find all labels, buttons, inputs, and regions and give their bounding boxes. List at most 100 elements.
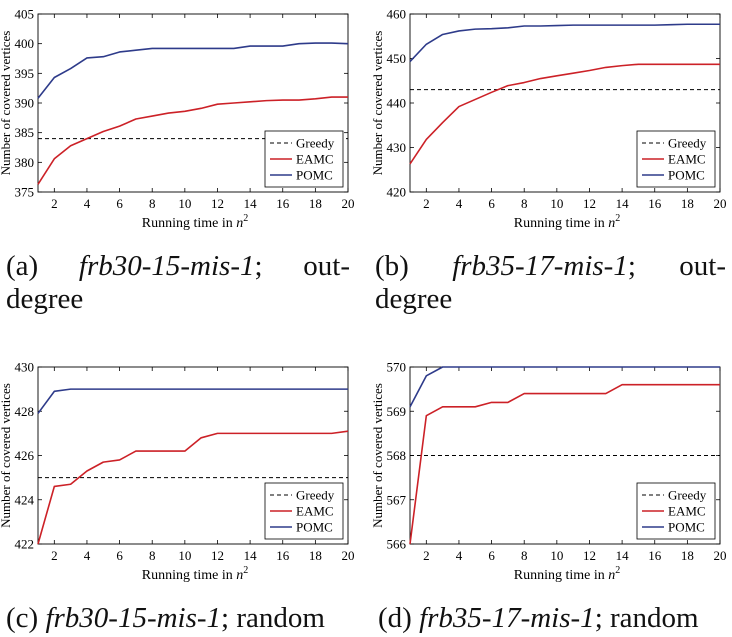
- caption-d-label: (d): [378, 602, 412, 634]
- caption-b: (b) frb35-17-mis-1; out- degree: [375, 250, 726, 316]
- caption-a-sep: ;: [254, 250, 263, 282]
- legend-label-eamc: EAMC: [668, 504, 706, 519]
- y-axis-label: Number of covered vertices: [0, 31, 13, 176]
- y-tick-label: 430: [15, 360, 35, 375]
- legend-label-eamc: EAMC: [296, 152, 334, 167]
- series-line-eamc: [409, 63, 720, 165]
- y-tick-label: 395: [15, 66, 35, 81]
- y-axis-label: Number of covered vertices: [370, 383, 385, 528]
- x-tick-label: 18: [309, 548, 322, 563]
- y-tick-label: 567: [387, 492, 407, 507]
- x-tick-label: 18: [309, 196, 322, 211]
- x-tick-label: 8: [521, 548, 528, 563]
- x-tick-label: 6: [116, 548, 123, 563]
- x-tick-label: 12: [211, 196, 224, 211]
- x-tick-label: 8: [149, 196, 156, 211]
- caption-a: (a) frb30-15-mis-1; out- degree: [6, 250, 350, 316]
- x-tick-label: 20: [714, 196, 727, 211]
- x-axis-label: Running time in n2: [142, 213, 249, 231]
- x-tick-label: 20: [342, 548, 355, 563]
- x-tick-label: 4: [456, 548, 463, 563]
- caption-c: (c) frb30-15-mis-1; random: [6, 602, 325, 635]
- x-tick-label: 2: [423, 548, 430, 563]
- x-axis-label: Running time in n2: [514, 213, 621, 231]
- y-tick-label: 380: [15, 155, 35, 170]
- x-tick-label: 20: [714, 548, 727, 563]
- legend-label-eamc: EAMC: [668, 152, 706, 167]
- caption-b-sep: ;: [627, 250, 636, 282]
- y-tick-label: 568: [387, 448, 407, 463]
- caption-c-label: (c): [6, 602, 39, 634]
- x-tick-label: 16: [648, 548, 662, 563]
- caption-a-label: (a): [6, 250, 39, 282]
- y-tick-label: 430: [387, 140, 407, 155]
- caption-b-line2: degree: [375, 283, 453, 315]
- x-tick-label: 8: [521, 196, 528, 211]
- y-tick-label: 385: [15, 125, 35, 140]
- legend-label-pomc: POMC: [668, 168, 705, 183]
- legend-label-pomc: POMC: [296, 168, 333, 183]
- legend-label-pomc: POMC: [668, 520, 705, 535]
- x-tick-label: 4: [84, 196, 91, 211]
- legend-label-greedy: Greedy: [668, 488, 707, 503]
- x-tick-label: 14: [244, 196, 258, 211]
- series-line-pomc: [37, 42, 349, 99]
- caption-a-rest: out-: [303, 250, 350, 282]
- x-tick-label: 14: [244, 548, 258, 563]
- series-line-pomc: [409, 366, 720, 408]
- x-tick-label: 18: [681, 548, 694, 563]
- series-line-eamc: [409, 383, 720, 545]
- caption-a-line2: degree: [6, 283, 84, 315]
- x-tick-label: 2: [423, 196, 430, 211]
- caption-b-label: (b): [375, 250, 409, 282]
- x-tick-label: 2: [51, 196, 58, 211]
- y-tick-label: 375: [15, 185, 35, 200]
- x-tick-label: 6: [488, 548, 495, 563]
- series-line-eamc: [37, 430, 349, 545]
- y-axis-label: Number of covered vertices: [370, 31, 385, 176]
- x-tick-label: 10: [178, 196, 191, 211]
- x-tick-label: 8: [149, 548, 156, 563]
- x-tick-label: 4: [84, 548, 91, 563]
- x-tick-label: 18: [681, 196, 694, 211]
- legend-label-eamc: EAMC: [296, 504, 334, 519]
- x-tick-label: 12: [211, 548, 224, 563]
- series-line-eamc: [37, 96, 348, 185]
- x-axis-label: Running time in n2: [514, 565, 621, 583]
- y-tick-label: 570: [387, 360, 407, 375]
- y-tick-label: 422: [15, 537, 35, 552]
- legend-label-greedy: Greedy: [668, 136, 707, 151]
- x-tick-label: 10: [550, 548, 563, 563]
- y-tick-label: 450: [387, 51, 407, 66]
- chart-b: 2 4 6 8 10 12 14 16 18 20 420 430 440 450 460 Running t…: [370, 7, 727, 232]
- x-tick-label: 14: [616, 196, 630, 211]
- caption-c-sep: ;: [221, 602, 230, 634]
- series-line-pomc: [409, 23, 720, 63]
- x-tick-label: 16: [648, 196, 662, 211]
- y-tick-label: 390: [15, 96, 35, 111]
- caption-d-sep: ;: [594, 602, 603, 634]
- x-tick-label: 10: [178, 548, 191, 563]
- x-tick-label: 6: [488, 196, 495, 211]
- caption-c-rest: random: [236, 602, 325, 634]
- y-axis-label: Number of covered vertices: [0, 383, 13, 528]
- caption-a-name: frb30-15-mis-1: [78, 250, 255, 282]
- x-tick-label: 10: [550, 196, 563, 211]
- chart-d: 2 4 6 8 10 12 14 16 18 20 566 567 568 569 570 Running t…: [370, 360, 727, 584]
- legend-label-greedy: Greedy: [296, 136, 335, 151]
- caption-d-name: frb35-17-mis-1: [419, 602, 595, 634]
- y-tick-label: 460: [387, 7, 407, 22]
- x-tick-label: 2: [51, 548, 58, 563]
- caption-b-name: frb35-17-mis-1: [452, 250, 628, 282]
- x-tick-label: 20: [342, 196, 355, 211]
- x-tick-label: 6: [116, 196, 123, 211]
- x-tick-label: 12: [583, 196, 596, 211]
- y-tick-label: 440: [387, 96, 407, 111]
- y-tick-label: 405: [15, 7, 35, 22]
- caption-c-name: frb30-15-mis-1: [45, 602, 222, 634]
- y-tick-label: 426: [15, 448, 35, 463]
- series-line-pomc: [37, 388, 348, 414]
- chart-c: 2 4 6 8 10 12 14 16 18 20 422 424 426 428 430 Running t…: [0, 360, 355, 584]
- caption-d-rest: random: [610, 602, 699, 634]
